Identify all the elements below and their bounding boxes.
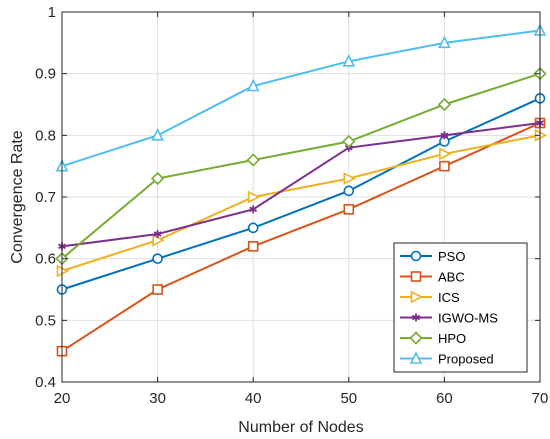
x-tick-label: 70 (532, 390, 549, 407)
data-point (437, 97, 452, 112)
data-point (410, 271, 422, 282)
series-pso (56, 93, 546, 295)
x-tick-label: 60 (436, 390, 453, 407)
legend-entry: IGWO-MS (400, 311, 498, 326)
legend-label: Proposed (438, 352, 494, 367)
legend-label: ICS (438, 290, 460, 305)
series-lines (55, 23, 548, 357)
data-point (409, 331, 423, 345)
legend-entry: PSO (400, 249, 465, 264)
x-tick-label: 30 (149, 390, 166, 407)
data-point (342, 134, 356, 149)
data-point (343, 185, 355, 197)
legend-label: IGWO-MS (438, 311, 498, 326)
y-tick-label: 0.6 (35, 251, 56, 268)
data-point (410, 250, 422, 262)
series-line (61, 72, 541, 260)
asterisk-stroke (440, 132, 449, 139)
data-point (152, 253, 163, 264)
data-point (246, 153, 260, 167)
x-tick-label: 40 (245, 390, 262, 407)
series-line (61, 122, 541, 353)
y-tick-label: 0.7 (35, 189, 56, 206)
data-point (249, 205, 258, 214)
data-point (440, 131, 449, 140)
y-tick-label: 0.8 (35, 127, 56, 144)
legend-entry: Proposed (400, 351, 494, 367)
legend-label: ABC (438, 270, 465, 285)
asterisk-stroke (249, 206, 258, 213)
data-point (343, 172, 357, 185)
legend-label: PSO (438, 249, 465, 264)
series-line (61, 134, 541, 272)
series-line (61, 97, 541, 291)
data-point (247, 241, 259, 252)
legend-entry: ABC (400, 270, 465, 285)
y-tick-label: 0.9 (35, 66, 56, 83)
y-axis-label: Convergence Rate (9, 130, 26, 264)
legend-label: HPO (438, 331, 466, 346)
data-point (439, 147, 452, 161)
legend: PSO ABC ICS IGWO-MS HPO Proposed (393, 242, 528, 373)
data-point (438, 35, 451, 49)
data-point (410, 290, 424, 304)
data-point (150, 171, 165, 186)
x-axis-label: Number of Nodes (238, 419, 363, 436)
series-ics (56, 129, 548, 278)
legend-entry: HPO (400, 331, 466, 346)
asterisk-stroke (153, 231, 162, 237)
data-point (343, 204, 355, 215)
x-tick-label: 50 (340, 390, 357, 407)
legend-box (393, 242, 528, 373)
y-tick-label: 0.5 (35, 312, 56, 329)
y-tick-label: 1 (48, 4, 56, 21)
y-tick-label: 0.4 (35, 374, 56, 391)
data-point (409, 351, 423, 364)
data-point (247, 222, 259, 234)
series-line (61, 29, 541, 168)
axes: 20 30 40 50 60 70 0.4 0.5 0.6 0.7 0.8 0.9 1 (35, 4, 548, 407)
series-line (61, 122, 541, 248)
x-tick-label: 20 (54, 390, 71, 407)
legend-entry: ICS (400, 290, 460, 305)
data-point (246, 78, 260, 92)
data-point (439, 160, 450, 172)
data-point (151, 128, 164, 141)
asterisk-stroke (412, 314, 420, 321)
data-point (412, 313, 420, 322)
data-point (247, 190, 261, 204)
data-point (152, 284, 163, 295)
data-point (153, 230, 162, 238)
data-point (342, 54, 356, 67)
